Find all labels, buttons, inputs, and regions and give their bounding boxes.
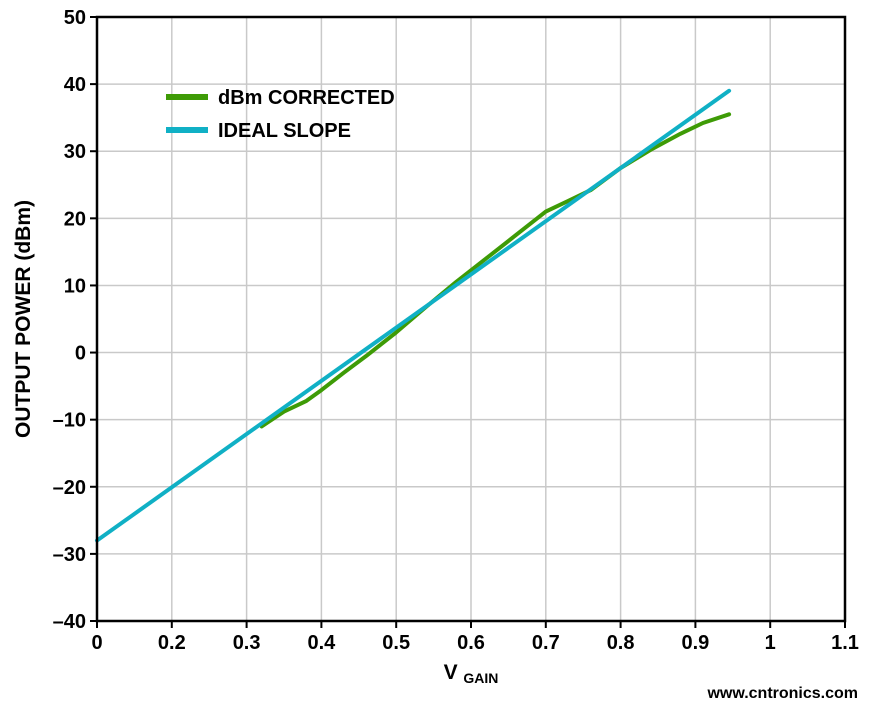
x-tick-label: 0.4 [307, 632, 336, 654]
y-tick-labels: 50 40 30 20 10 0 –10 –20 –30 –40 [53, 7, 86, 633]
x-axis-title: V GAIN [444, 661, 499, 686]
legend-label: IDEAL SLOPE [218, 120, 351, 142]
y-tick-label: 30 [64, 141, 86, 163]
y-tick-label: 40 [64, 74, 86, 96]
y-tick-label: 50 [64, 7, 86, 29]
legend: dBm CORRECTED IDEAL SLOPE [166, 87, 395, 142]
y-axis-title: OUTPUT POWER (dBm) [12, 200, 35, 438]
x-axis-title-subscript: GAIN [463, 670, 498, 686]
x-tick-label: 1 [765, 632, 776, 654]
gridlines [97, 17, 845, 621]
x-tick-label: 0.2 [158, 632, 186, 654]
series-line [95, 88, 732, 543]
x-tick-label: 0 [91, 632, 102, 654]
y-tick-label: 20 [64, 208, 86, 230]
x-tick-label: 0.9 [681, 632, 709, 654]
y-tick-label: 0 [75, 343, 86, 365]
y-tick-label: 10 [64, 275, 86, 297]
y-tick-label: –30 [53, 544, 86, 566]
y-tick-label: –10 [53, 410, 86, 432]
x-axis-title-main: V [444, 661, 458, 684]
series-line [259, 112, 732, 429]
x-tick-label: 0.3 [233, 632, 261, 654]
x-tick-label: 0.8 [607, 632, 635, 654]
watermark: www.cntronics.com [706, 685, 858, 702]
plot-frame [95, 15, 847, 623]
axis-tick-marks [90, 16, 846, 628]
y-tick-label: –40 [53, 611, 86, 633]
legend-label: dBm CORRECTED [218, 87, 395, 109]
x-tick-label: 0.6 [457, 632, 485, 654]
x-tick-labels: 0 0.2 0.3 0.4 0.5 0.6 0.7 0.8 0.9 1 1.1 [91, 632, 858, 654]
x-tick-label: 0.5 [382, 632, 410, 654]
x-tick-label: 1.1 [831, 632, 859, 654]
y-tick-label: –20 [53, 477, 86, 499]
x-tick-label: 0.7 [532, 632, 560, 654]
data-series [95, 88, 732, 543]
